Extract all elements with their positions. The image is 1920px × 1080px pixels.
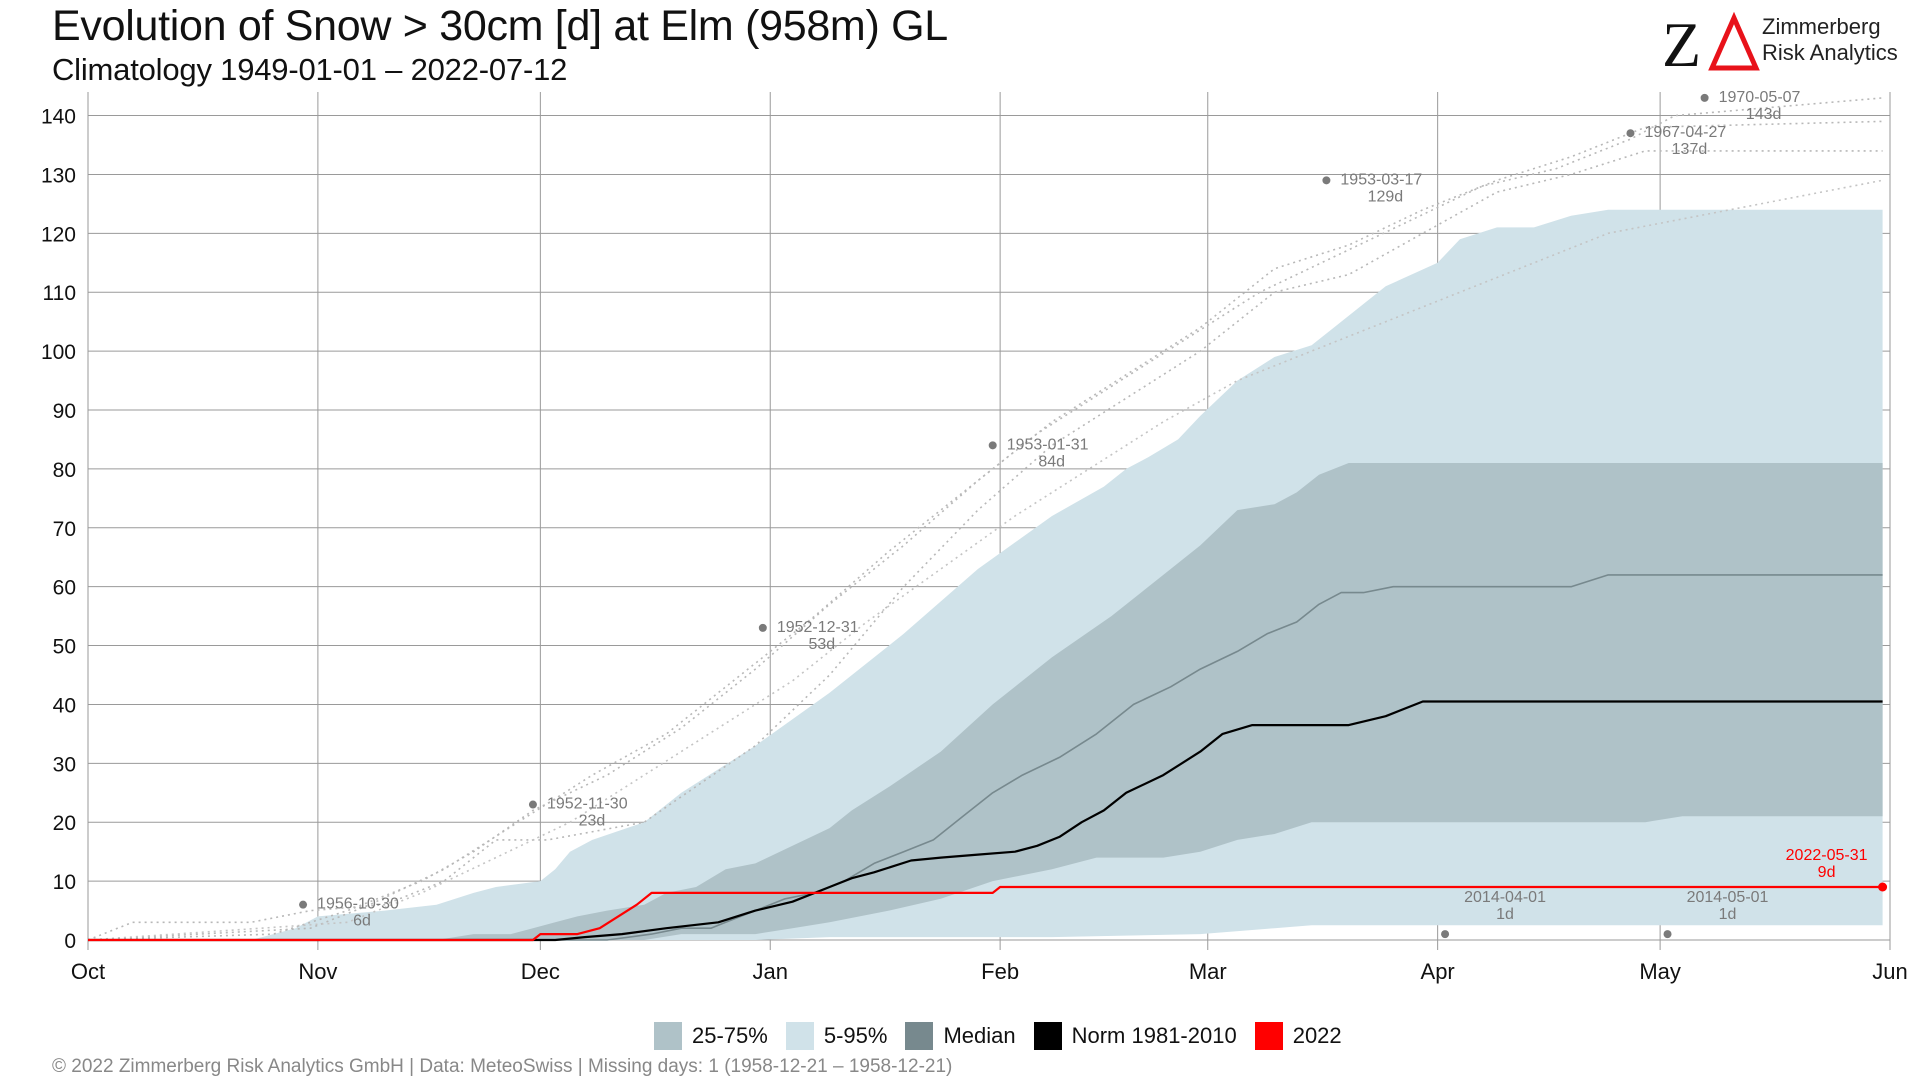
- series-lines: [88, 574, 1883, 942]
- record-min-date: 2014-05-01: [1687, 889, 1769, 906]
- record-max-value: 143d: [1746, 106, 1782, 123]
- legend-item: 25-75%: [654, 1022, 768, 1050]
- logo-z-letter: Z: [1662, 10, 1701, 72]
- y-tick-label: 140: [41, 106, 76, 129]
- y-tick-label: 60: [53, 577, 76, 600]
- record-max-dot: [1700, 93, 1709, 102]
- record-max-value: 23d: [579, 813, 606, 830]
- record-max-date: 1953-03-17: [1340, 171, 1422, 188]
- record-max-date: 1952-11-30: [547, 796, 628, 813]
- y-tick-label: 50: [53, 636, 76, 659]
- y-tick-label: 120: [41, 223, 76, 246]
- legend-item: Norm 1981-2010: [1033, 1022, 1237, 1050]
- current-2022-value: 9d: [1818, 864, 1836, 881]
- record-min-dot: [1663, 930, 1672, 939]
- y-tick-label: 80: [53, 459, 76, 482]
- y-tick-label: 130: [41, 164, 76, 187]
- record-max-dot: [528, 800, 537, 809]
- x-tick-label: May: [1639, 959, 1681, 984]
- legend-swatch: [785, 1022, 814, 1050]
- x-tick-label: Apr: [1421, 959, 1455, 984]
- logo-line-2: Risk Analytics: [1762, 40, 1898, 65]
- record-max-value: 6d: [353, 913, 371, 930]
- x-tick-label: Oct: [71, 959, 105, 984]
- x-tick-label: Nov: [298, 959, 337, 984]
- y-tick-label: 40: [53, 694, 76, 717]
- y-tick-label: 10: [53, 871, 76, 894]
- record-min-dot: [1441, 930, 1450, 939]
- legend-swatch: [1033, 1022, 1062, 1050]
- legend-item: 5-95%: [785, 1022, 888, 1050]
- x-tick-label: Jan: [752, 959, 787, 984]
- x-tick-label: Mar: [1189, 959, 1227, 984]
- footer-credits: © 2022 Zimmerberg Risk Analytics GmbH | …: [52, 1056, 953, 1077]
- record-max-date: 1952-12-31: [777, 619, 859, 636]
- legend-label: 25-75%: [692, 1023, 768, 1048]
- logo-text: Zimmerberg Risk Analytics: [1762, 14, 1898, 66]
- record-trace-line: [87, 150, 1883, 941]
- legend-swatch: [1254, 1022, 1283, 1050]
- median-line: [88, 574, 1883, 941]
- band-25-75: [88, 463, 1883, 940]
- record-max-value: 53d: [808, 636, 835, 653]
- legend-swatch: [654, 1022, 682, 1050]
- record-max-date: 1967-04-27: [1644, 124, 1726, 141]
- logo-triangle-icon: [1708, 11, 1760, 71]
- current-2022-dot: [1878, 882, 1888, 892]
- logo-line-1: Zimmerberg: [1762, 14, 1881, 39]
- record-min-date: 2014-04-01: [1464, 889, 1546, 906]
- x-tick-label: Dec: [521, 959, 560, 984]
- y-tick-label: 110: [43, 282, 76, 305]
- legend-label: 5-95%: [823, 1023, 888, 1048]
- y-tick-label: 0: [64, 930, 76, 953]
- norm-line: [88, 700, 1883, 942]
- record-max-dot: [758, 623, 767, 632]
- chart-legend: 25-75% 5-95% Median Norm 1981-2010 2022: [654, 1020, 1360, 1052]
- percentile-bands: [88, 209, 1883, 941]
- legend-swatch: [905, 1022, 934, 1050]
- legend-item: Median: [905, 1022, 1016, 1050]
- record-min-value: 1d: [1719, 906, 1737, 923]
- legend-label: Median: [943, 1023, 1016, 1048]
- x-tick-label: Jun: [1872, 959, 1907, 984]
- y-tick-label: 20: [53, 812, 76, 835]
- record-max-dot: [1322, 176, 1331, 185]
- legend-label: Norm 1981-2010: [1071, 1023, 1237, 1048]
- record-max-date: 1953-01-31: [1007, 436, 1089, 453]
- company-logo: Z: [1662, 10, 1760, 72]
- record-max-value: 137d: [1672, 141, 1708, 158]
- axis-labels: 0 10 20 30 40 50 60 70 80 90 100 110 120 130 140 Oct Nov…: [41, 106, 1908, 984]
- record-max-date: 1956-10-30: [317, 896, 399, 913]
- year-2022-line: [88, 885, 1883, 942]
- y-tick-label: 30: [53, 753, 76, 776]
- chart-subtitle: Climatology 1949-01-01 – 2022-07-12: [52, 52, 568, 87]
- x-tick-label: Feb: [981, 959, 1019, 984]
- current-2022-date: 2022-05-31: [1786, 847, 1868, 864]
- y-tick-label: 100: [41, 341, 76, 364]
- record-trace-line: [87, 179, 1883, 941]
- record-max-value: 84d: [1038, 453, 1065, 470]
- record-min-value: 1d: [1496, 906, 1514, 923]
- record-max-dot: [988, 441, 997, 450]
- record-lines: [87, 97, 1883, 941]
- record-max-date: 1970-05-07: [1719, 89, 1801, 106]
- chart-title: Evolution of Snow > 30cm [d] at Elm (958…: [52, 2, 948, 50]
- y-tick-label: 70: [53, 518, 76, 541]
- record-max-dot: [1626, 129, 1635, 138]
- legend-item: 2022: [1254, 1022, 1342, 1050]
- record-max-value: 129d: [1368, 188, 1404, 205]
- legend-label: 2022: [1292, 1023, 1342, 1048]
- y-tick-label: 90: [53, 400, 76, 423]
- record-max-dot: [299, 900, 308, 909]
